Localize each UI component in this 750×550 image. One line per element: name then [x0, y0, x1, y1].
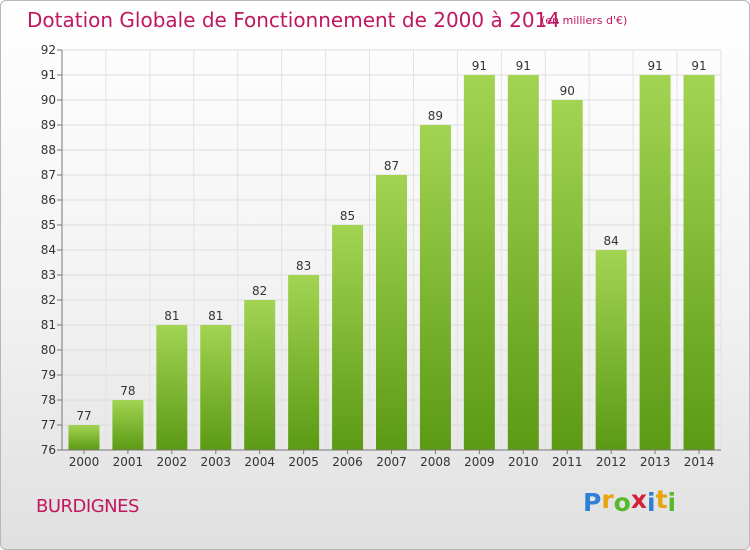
value-label-2012: 84 — [604, 234, 619, 248]
x-tick-label-2002: 2002 — [157, 455, 188, 469]
axes: 76 77 78 79 80 81 82 83 84 85 86 87 88 89 90 91 92 — [41, 43, 721, 457]
value-label-2011: 90 — [560, 84, 575, 98]
value-label-2007: 87 — [384, 159, 399, 173]
x-tick-label-2009: 2009 — [464, 455, 495, 469]
proxiti-logo[interactable]: Proxiti — [583, 485, 677, 517]
y-tick-label: 85 — [41, 218, 56, 232]
value-label-2009: 91 — [472, 59, 487, 73]
x-tick-label-2000: 2000 — [69, 455, 100, 469]
x-tick-label-2005: 2005 — [288, 455, 319, 469]
y-tick-label: 81 — [41, 318, 56, 332]
y-tick-label: 78 — [41, 393, 56, 407]
x-tick-label-2014: 2014 — [684, 455, 715, 469]
bar-2014 — [683, 75, 715, 450]
value-label-2005: 83 — [296, 259, 311, 273]
bar-2006 — [332, 225, 364, 450]
value-label-2001: 78 — [120, 384, 135, 398]
bars — [68, 75, 715, 450]
value-label-2013: 91 — [647, 59, 662, 73]
bar-2011 — [551, 100, 583, 450]
value-label-2010: 91 — [516, 59, 531, 73]
bar-2001 — [112, 400, 144, 450]
bar-2007 — [376, 175, 407, 450]
logo-letter: r — [601, 485, 614, 514]
value-label-2014: 91 — [691, 59, 706, 73]
x-tick-label-2011: 2011 — [552, 455, 583, 469]
x-tick-label-2003: 2003 — [200, 455, 231, 469]
y-tick-label: 87 — [41, 168, 56, 182]
value-label-2008: 89 — [428, 109, 443, 123]
bar-2010 — [507, 75, 539, 450]
bar-2013 — [639, 75, 671, 450]
logo-letter: t — [655, 485, 668, 514]
chart-subtitle: (en milliers d'€) — [541, 14, 628, 27]
y-tick-label: 80 — [41, 343, 56, 357]
bar-2003 — [200, 325, 232, 450]
value-label-2000: 77 — [76, 409, 91, 423]
x-tick-label-2012: 2012 — [596, 455, 627, 469]
x-tick-label-2008: 2008 — [420, 455, 451, 469]
y-tick-label: 89 — [41, 118, 56, 132]
bar-2000 — [68, 425, 100, 450]
x-tick-label-2013: 2013 — [640, 455, 671, 469]
y-tick-label: 92 — [41, 43, 56, 57]
x-tick-label-2006: 2006 — [332, 455, 363, 469]
logo-letter: o — [613, 488, 631, 517]
y-tick-label: 86 — [41, 193, 56, 207]
place-name: BURDIGNES — [36, 496, 139, 517]
bar-2004 — [244, 300, 276, 450]
bar-2009 — [463, 75, 495, 450]
x-tick-label-2007: 2007 — [376, 455, 407, 469]
labels: 77 2000 78 2001 81 2002 81 2003 82 2004 83 2005 85 20… — [69, 59, 715, 469]
y-tick-label: 90 — [41, 93, 56, 107]
logo-letter: P — [583, 488, 602, 517]
y-tick-label: 79 — [41, 368, 56, 382]
value-label-2004: 82 — [252, 284, 267, 298]
bar-2002 — [156, 325, 188, 450]
x-tick-label-2001: 2001 — [113, 455, 144, 469]
bar-2008 — [419, 125, 451, 450]
logo-letter: i — [667, 488, 677, 517]
y-tick-label: 84 — [41, 243, 56, 257]
y-tick-label: 83 — [41, 268, 56, 282]
y-tick-label: 82 — [41, 293, 56, 307]
x-tick-label-2004: 2004 — [244, 455, 275, 469]
value-label-2003: 81 — [208, 309, 223, 323]
logo-letter: x — [630, 485, 647, 514]
value-label-2002: 81 — [164, 309, 179, 323]
value-label-2006: 85 — [340, 209, 355, 223]
bar-2005 — [288, 275, 320, 450]
y-tick-label: 88 — [41, 143, 56, 157]
chart-title: Dotation Globale de Fonctionnement de 20… — [27, 8, 560, 32]
x-tick-label-2010: 2010 — [508, 455, 539, 469]
y-tick-label: 77 — [41, 418, 56, 432]
y-tick-label: 91 — [41, 68, 56, 82]
bar-2012 — [595, 250, 627, 450]
y-tick-label: 76 — [41, 443, 56, 457]
logo-letter: i — [647, 488, 656, 517]
